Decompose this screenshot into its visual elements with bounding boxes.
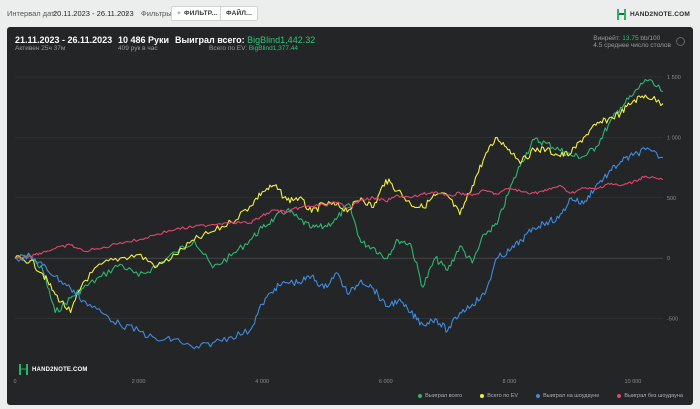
header-range: 21.11.2023 - 26.11.2023: [15, 35, 113, 45]
header-won-block: Выиграл всего: BigBlind1,442.32 Всего по…: [175, 35, 315, 52]
legend-label: Выиграл на шоудауне: [543, 393, 600, 399]
legend-label: Всего по EV: [487, 393, 519, 399]
series-line-3: [14, 147, 664, 350]
winrate-value: 13.75: [622, 35, 639, 42]
profit-chart: 1 500 1 000 500 0 -500 0 2 000 4 000 6 000 8 000 1…: [13, 75, 681, 385]
graph-panel: 1 500 1 000 500 0 -500 0 2 000 4 000 6 000 8 000 1…: [7, 27, 693, 405]
y-tick-label: 1 500: [667, 75, 681, 81]
header-hands: 10 486 Руки: [118, 35, 170, 45]
file-button[interactable]: ФАЙЛ...: [220, 6, 259, 21]
filter-button[interactable]: + ФИЛЬТР...: [171, 6, 224, 21]
header-hands-block: 10 486 Руки 409 рук в час: [118, 35, 169, 52]
y-tick-label: 500: [667, 196, 676, 202]
winrate-unit: bb/100: [640, 35, 661, 42]
x-tick-label: 10 000: [625, 379, 642, 385]
header-won: Выиграл всего: BigBlind1,442.32: [175, 35, 315, 45]
x-tick-label: 8 000: [502, 379, 516, 385]
header-winrate-block: Винрейт: 13.75 bb/100 4.5 среднее число …: [593, 35, 671, 49]
watermark-text: HAND2NOTE.COM: [32, 366, 88, 373]
won-value: BigBlind1,442.32: [247, 35, 316, 45]
legend-dot-icon: [617, 393, 622, 398]
series-line-2: [14, 94, 664, 314]
logo-text: HAND2NOTE.COM: [629, 10, 690, 18]
gear-icon[interactable]: [676, 37, 685, 46]
series-line-4: [14, 175, 664, 260]
x-tick-label: 2 000: [132, 379, 146, 385]
won-label: Выиграл всего:: [175, 35, 245, 45]
ev-value: BigBlind1,377.44: [248, 45, 298, 52]
legend-item-ev[interactable]: Всего по EV: [480, 393, 518, 399]
winrate-label: Винрейт:: [593, 35, 621, 42]
header-winrate: Винрейт: 13.75 bb/100: [593, 35, 671, 42]
header-tables: 4.5 среднее число столов: [593, 42, 671, 49]
header-hands-rate: 409 рук в час: [118, 45, 158, 52]
brand-logo[interactable]: HAND2NOTE.COM: [616, 8, 690, 20]
legend-dot-icon: [536, 393, 541, 398]
top-toolbar: Интервал дат: 20.11.2023 - 26.11.2023 ⌄ …: [0, 0, 700, 27]
x-tick-label: 6 000: [379, 379, 393, 385]
legend-item-nonshowdown[interactable]: Выиграл без шоудауна: [617, 393, 683, 399]
header-active-time: Активен 25ч 37м: [15, 45, 66, 52]
legend-label: Выиграл без шоудауна: [624, 393, 683, 399]
y-tick-label: 1 000: [667, 135, 681, 141]
chevron-down-icon[interactable]: ⌄: [124, 9, 130, 16]
legend-dot-icon: [480, 393, 485, 398]
logo-icon: [616, 8, 626, 20]
header-range-block: 21.11.2023 - 26.11.2023 Активен 25ч 37м: [15, 35, 112, 52]
x-tick-label: 0: [13, 379, 16, 385]
ev-label: Всего по EV:: [209, 45, 248, 52]
legend-item-showdown[interactable]: Выиграл на шоудауне: [536, 393, 599, 399]
x-tick-label: 4 000: [255, 379, 269, 385]
chart-watermark: HAND2NOTE.COM: [19, 364, 88, 375]
date-range-select[interactable]: 20.11.2023 - 26.11.2023: [53, 9, 134, 18]
series-line-1: [14, 78, 664, 314]
y-tick-label: 0: [667, 256, 670, 262]
legend-label: Выиграл всего: [425, 393, 463, 399]
date-range-label: Интервал дат:: [7, 9, 57, 18]
legend-dot-icon: [418, 393, 423, 398]
plus-icon: +: [177, 10, 181, 17]
filter-button-label: ФИЛЬТР...: [184, 10, 218, 17]
header-ev: Всего по EV: BigBlind1,377.44: [175, 45, 298, 52]
chart-legend: Выиграл всего Всего по EV Выиграл на шоу…: [418, 393, 683, 399]
legend-item-won[interactable]: Выиграл всего: [418, 393, 462, 399]
y-tick-label: -500: [667, 317, 678, 323]
filters-label: Фильтры:: [141, 9, 174, 18]
logo-icon: [19, 364, 28, 375]
